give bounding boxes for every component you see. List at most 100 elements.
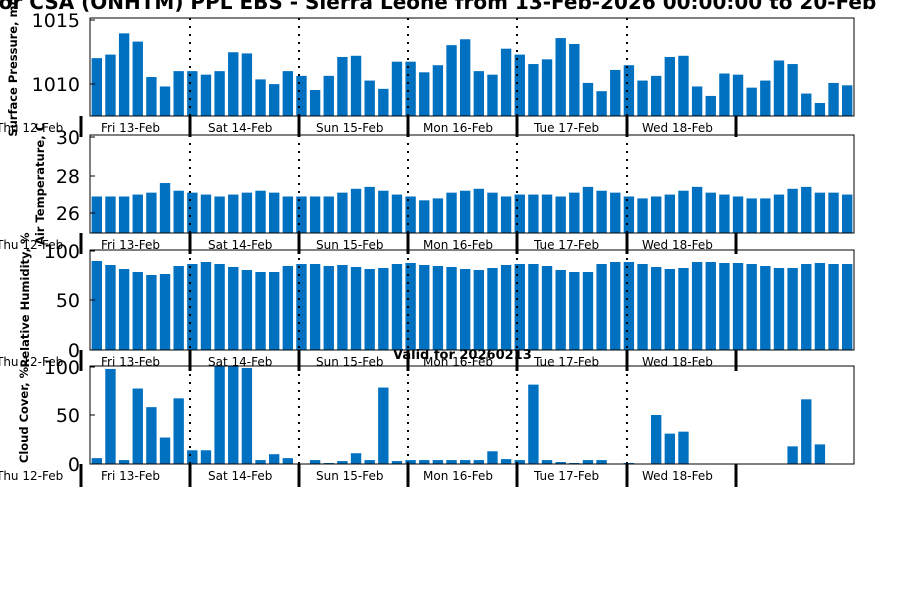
bar <box>473 460 485 464</box>
bar <box>241 270 253 350</box>
bar <box>596 264 607 350</box>
bar <box>228 194 239 233</box>
bar <box>500 265 512 350</box>
bar <box>569 272 580 350</box>
x-day-label: Thu 12-Feb <box>0 355 63 369</box>
bar <box>841 85 853 116</box>
x-day-label: Mon 16-Feb <box>423 238 493 252</box>
bar <box>650 75 662 116</box>
bar <box>268 454 280 464</box>
x-day-label: Tue 17-Feb <box>533 121 599 135</box>
x-day-label: Sat 14-Feb <box>208 121 272 135</box>
bar <box>828 82 839 116</box>
plot-frame <box>89 365 855 465</box>
bar <box>132 388 143 464</box>
bar <box>459 460 471 464</box>
bar <box>187 71 198 116</box>
bar <box>200 74 212 116</box>
y-tick-label: 50 <box>56 290 80 312</box>
bar <box>446 45 457 116</box>
bar <box>241 192 253 233</box>
bar <box>569 43 580 117</box>
bar <box>405 460 416 464</box>
x-day-label: Mon 16-Feb <box>423 469 493 483</box>
bar <box>664 194 676 233</box>
bar <box>309 90 321 116</box>
bar <box>173 71 184 116</box>
panel-3: 100 50 0 Relative Humidity, %Thu 12-Feb Fri … <box>0 232 855 371</box>
bar <box>678 268 689 350</box>
bar <box>555 462 566 464</box>
bar <box>214 366 225 464</box>
bar <box>650 196 662 233</box>
bar <box>105 368 116 464</box>
y-tick-label: 1010 <box>32 74 80 96</box>
bar <box>773 268 785 350</box>
bar <box>691 262 703 350</box>
bar <box>296 196 307 233</box>
bar <box>200 262 212 350</box>
x-day-label: Sat 14-Feb <box>208 469 272 483</box>
x-day-label: Fri 13-Feb <box>101 355 160 369</box>
bar <box>296 75 307 116</box>
bar <box>569 192 580 233</box>
bar <box>173 190 184 233</box>
bar <box>173 398 184 464</box>
bar <box>323 196 334 233</box>
bar <box>118 269 130 350</box>
bar <box>487 268 498 350</box>
bar <box>610 262 621 350</box>
bar <box>282 196 294 233</box>
bar <box>487 192 498 233</box>
x-day-label: Fri 13-Feb <box>101 238 160 252</box>
bar <box>528 264 539 350</box>
y-tick-label: 30 <box>56 127 80 149</box>
y-tick-label: 1015 <box>32 10 80 32</box>
bar <box>337 56 348 116</box>
bar <box>828 192 839 233</box>
bar <box>487 74 498 116</box>
bar <box>678 190 689 233</box>
bar <box>746 264 757 350</box>
bar <box>391 194 403 233</box>
x-day-label: Tue 17-Feb <box>533 238 599 252</box>
plot-frame <box>89 134 855 234</box>
y-tick-label: 100 <box>44 241 80 263</box>
bar <box>719 73 730 116</box>
bar <box>309 196 321 233</box>
bar <box>487 451 498 464</box>
bar <box>623 262 635 350</box>
bar <box>637 264 648 350</box>
bar <box>118 460 130 464</box>
bar <box>596 460 607 464</box>
bar <box>323 75 334 116</box>
bar <box>432 65 444 116</box>
bar <box>746 198 757 233</box>
bar <box>623 196 635 233</box>
bar <box>337 265 348 350</box>
bar <box>364 269 375 350</box>
bar <box>664 56 676 116</box>
bar <box>678 55 689 116</box>
bar <box>255 272 266 350</box>
bar <box>105 265 116 350</box>
bar <box>146 192 157 233</box>
y-tick-label: 100 <box>44 357 80 379</box>
bar <box>200 450 212 464</box>
y-axis-label: Cloud Cover, % <box>17 366 31 463</box>
bar <box>555 196 566 233</box>
bar <box>514 264 525 350</box>
bar <box>173 266 184 350</box>
bar <box>105 196 116 233</box>
bar <box>228 52 239 116</box>
bar <box>528 194 539 233</box>
bar <box>296 264 307 350</box>
bar <box>446 267 457 350</box>
bar <box>132 194 143 233</box>
bar <box>610 69 621 116</box>
bar <box>459 190 471 233</box>
bar <box>323 266 334 350</box>
bar <box>91 458 103 464</box>
x-day-label: Sun 15-Feb <box>316 238 384 252</box>
